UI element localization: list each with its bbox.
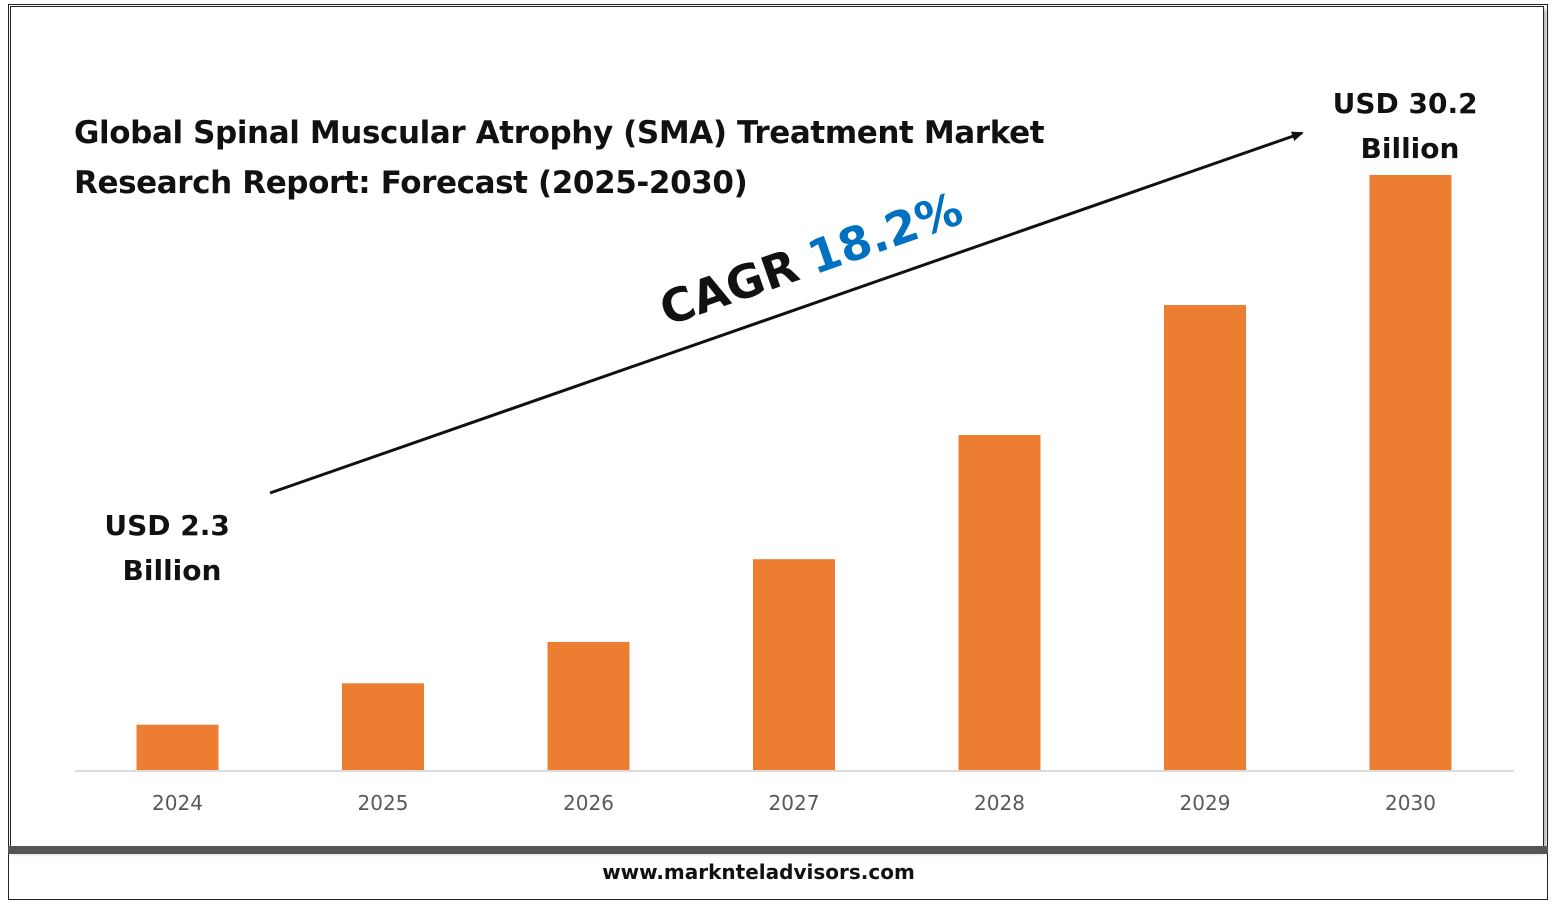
- bar-2027: [753, 559, 835, 770]
- x-tick-label-2026: 2026: [563, 791, 614, 815]
- cagr-annotation: CAGR18.2%: [653, 181, 969, 336]
- start-value-line2: Billion: [123, 554, 222, 587]
- x-tick-label-2029: 2029: [1180, 791, 1231, 815]
- cagr-prefix: CAGR: [653, 239, 805, 337]
- x-tick-label-2024: 2024: [152, 791, 203, 815]
- bar-2030: [1369, 175, 1452, 770]
- chart-title: Global Spinal Muscular Atrophy (SMA) Tre…: [74, 115, 1045, 201]
- bar-2026: [547, 641, 630, 770]
- cagr-value: 18.2%: [801, 181, 969, 284]
- start-value-line1: USD 2.3: [104, 509, 230, 542]
- end-value-label: USD 30.2 Billion: [1333, 87, 1488, 165]
- x-tick-label-2027: 2027: [769, 791, 820, 815]
- bar-2028: [958, 435, 1041, 770]
- x-tick-label-2030: 2030: [1385, 791, 1436, 815]
- end-value-line2: Billion: [1361, 132, 1460, 165]
- start-value-label: USD 2.3 Billion: [104, 509, 239, 587]
- bar-2029: [1164, 305, 1246, 770]
- x-tick-label-2028: 2028: [974, 791, 1025, 815]
- footer-divider: [8, 846, 1548, 854]
- end-value-line1: USD 30.2: [1333, 87, 1478, 120]
- outer-frame: [8, 4, 1548, 900]
- footer-website[interactable]: www.marknteladvisors.com: [602, 860, 915, 884]
- bar-2025: [342, 683, 424, 770]
- bar-2024: [136, 724, 219, 770]
- x-tick-label-2025: 2025: [358, 791, 409, 815]
- cagr-arrow: [269, 131, 1304, 495]
